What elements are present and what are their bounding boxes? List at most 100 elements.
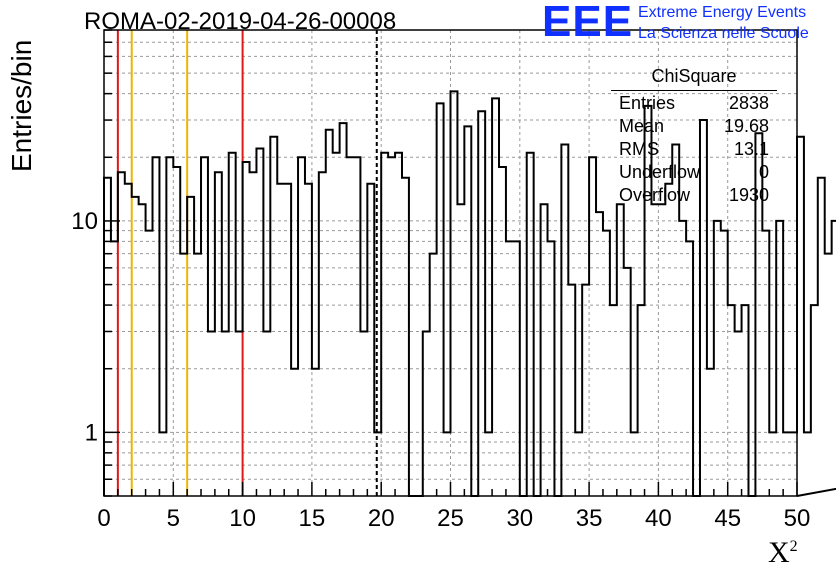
histogram-bin	[714, 221, 721, 496]
histogram-bin	[624, 268, 631, 496]
y-tick-label: 10	[71, 208, 98, 235]
histogram-bin	[610, 305, 617, 496]
histogram-bin	[243, 162, 250, 496]
x-tick-label: 0	[97, 505, 110, 532]
histogram-bin	[818, 178, 825, 496]
histogram-bin	[804, 432, 811, 496]
stats-row-entries: Entries 2838	[619, 93, 769, 116]
histogram-bin	[596, 212, 603, 496]
histogram-bin	[721, 231, 728, 496]
histogram-bin	[326, 130, 333, 496]
x-tick-label: 25	[437, 505, 464, 532]
histogram-bin	[430, 254, 437, 496]
histogram-bin	[208, 331, 215, 496]
stats-key: Overflow	[619, 185, 691, 205]
histogram-bin	[728, 305, 735, 496]
histogram-bin	[617, 204, 624, 496]
histogram-bin	[347, 157, 354, 496]
histogram-bin	[742, 305, 749, 496]
histogram-bin	[353, 157, 360, 496]
x-tick-label: 5	[167, 505, 180, 532]
histogram-bin	[832, 221, 836, 496]
histogram-bin	[478, 111, 485, 496]
histogram-bin	[360, 331, 367, 496]
histogram-bin	[194, 254, 201, 496]
histogram-bin	[423, 331, 430, 496]
histogram-bin	[298, 157, 305, 496]
stats-box: ChiSquare Entries 2838 Mean 19.68 RMS 13…	[611, 66, 777, 206]
histogram-bin	[340, 123, 347, 496]
histogram-bin	[582, 285, 589, 496]
histogram-bin	[381, 153, 388, 496]
histogram-bin	[603, 231, 610, 496]
histogram-bin	[776, 221, 783, 496]
stats-box-divider	[611, 90, 777, 91]
y-axis-label: Entries/bin	[6, 40, 37, 173]
stats-key: Entries	[619, 93, 676, 113]
x-tick-label: 50	[784, 505, 811, 532]
stats-key: Underflow	[619, 162, 701, 182]
x-tick-label: 40	[645, 505, 672, 532]
logo-line-1: Extreme Energy Events	[638, 4, 807, 21]
stats-row-mean: Mean 19.68	[619, 116, 769, 139]
histogram-bin	[263, 331, 270, 496]
histogram-bin	[541, 204, 548, 496]
histogram-bin	[229, 153, 236, 496]
stats-value: 19.68	[723, 116, 769, 136]
x-tick-label: 15	[299, 505, 326, 532]
histogram-bin	[333, 153, 340, 496]
stats-value: 13.1	[733, 139, 769, 159]
stats-value: 1930	[728, 185, 769, 205]
x-tick-label: 20	[368, 505, 395, 532]
x-axis-label: X2	[768, 536, 798, 570]
x-tick-label: 35	[576, 505, 603, 532]
histogram-bin	[146, 231, 153, 496]
histogram-bin	[658, 204, 665, 496]
histogram-bin	[762, 231, 769, 496]
histogram-bin	[180, 254, 187, 496]
histogram-outline	[103, 90, 836, 497]
logo-line-2: La Scienza nelle Scuole	[638, 25, 809, 42]
histogram-bin	[638, 305, 645, 496]
histogram-bin	[825, 254, 832, 496]
histogram-bin	[222, 331, 229, 496]
stats-key: RMS	[619, 139, 659, 159]
histogram-bin	[437, 103, 444, 496]
eee-logo-mark: EEE	[542, 0, 634, 46]
stats-value: 2838	[728, 93, 769, 113]
histogram-bin	[679, 221, 686, 496]
stats-box-title: ChiSquare	[651, 66, 737, 86]
histogram-bin	[527, 153, 534, 496]
x-tick-label: 10	[229, 505, 256, 532]
histogram-bin	[388, 157, 395, 496]
stats-row-overflow: Overflow 1930	[619, 185, 769, 208]
stats-value: 0	[758, 162, 769, 182]
stats-row-rms: RMS 13.1	[619, 139, 769, 162]
histogram-bin	[139, 204, 146, 496]
y-tick-label: 1	[85, 419, 98, 446]
histogram-bin	[568, 285, 575, 496]
histogram-bin	[651, 204, 658, 496]
histogram-bin	[561, 144, 568, 496]
x-axis-label-base: X	[768, 536, 790, 569]
histogram-bin	[589, 157, 596, 496]
histogram-bin	[811, 305, 818, 496]
histogram-bin	[395, 153, 402, 496]
histogram-bin	[451, 91, 458, 496]
chart-title: ROMA-02-2019-04-26-00008	[84, 8, 397, 35]
x-axis-label-superscript: 2	[789, 538, 798, 555]
histogram-bin	[104, 178, 111, 496]
histogram-bin	[797, 137, 804, 496]
stats-row-underflow: Underflow 0	[619, 162, 769, 185]
histogram-bin	[492, 98, 499, 496]
histogram-bin	[166, 157, 173, 496]
stats-key: Mean	[619, 116, 665, 136]
histogram-bin	[256, 149, 263, 496]
histogram-bin	[735, 331, 742, 496]
histogram-bin	[464, 126, 471, 496]
histogram-bin	[236, 331, 243, 496]
x-tick-label: 45	[714, 505, 741, 532]
histogram-bin	[402, 178, 409, 496]
